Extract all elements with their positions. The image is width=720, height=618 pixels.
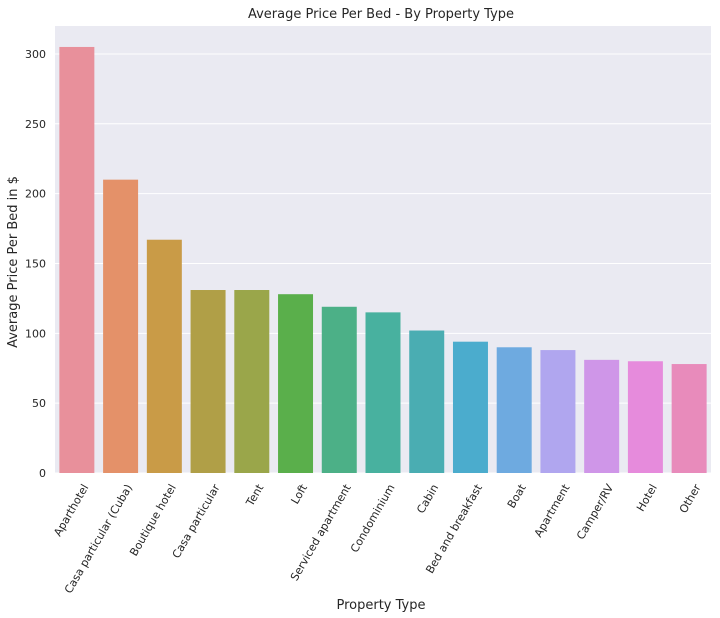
x-axis-label: Property Type [336,598,425,613]
x-tick-label: Boat [505,481,529,510]
x-tick-label: Cabin [414,482,441,516]
bar [234,290,270,473]
bar [365,312,401,473]
x-tick-label: Boutique hotel [127,482,179,558]
bar [496,347,532,473]
bars [59,46,707,473]
bar [627,361,663,473]
y-tick-label: 100 [25,327,46,340]
y-tick-label: 0 [39,467,46,480]
y-tick-label: 250 [25,118,46,131]
x-tick-label: Other [677,482,704,516]
bar [278,294,314,473]
bar [584,359,620,473]
y-axis-label: Average Price Per Bed in $ [6,176,21,348]
y-axis-ticks: 0 50 100 150 200 250 300 [25,48,46,480]
y-tick-label: 150 [25,257,46,270]
bar [409,330,445,473]
y-tick-label: 50 [32,397,46,410]
x-tick-label: Hotel [634,482,660,514]
x-tick-label: Condominium [348,482,398,555]
chart-title: Average Price Per Bed - By Property Type [248,7,514,22]
x-tick-label: Camper/RV [574,482,616,542]
bar [146,239,182,473]
bar [190,290,226,473]
x-tick-label: Tent [243,481,267,509]
bar [321,306,357,473]
x-tick-label: Aparthotel [51,482,91,539]
bar [59,46,95,473]
bar [671,364,707,473]
bar [452,341,488,473]
bar [103,179,139,473]
x-tick-label: Apartment [532,481,573,539]
x-tick-label: Casa particular [170,482,223,561]
y-tick-label: 200 [25,188,46,201]
bar [540,350,576,473]
x-tick-label: Loft [288,481,310,506]
y-tick-label: 300 [25,48,46,61]
